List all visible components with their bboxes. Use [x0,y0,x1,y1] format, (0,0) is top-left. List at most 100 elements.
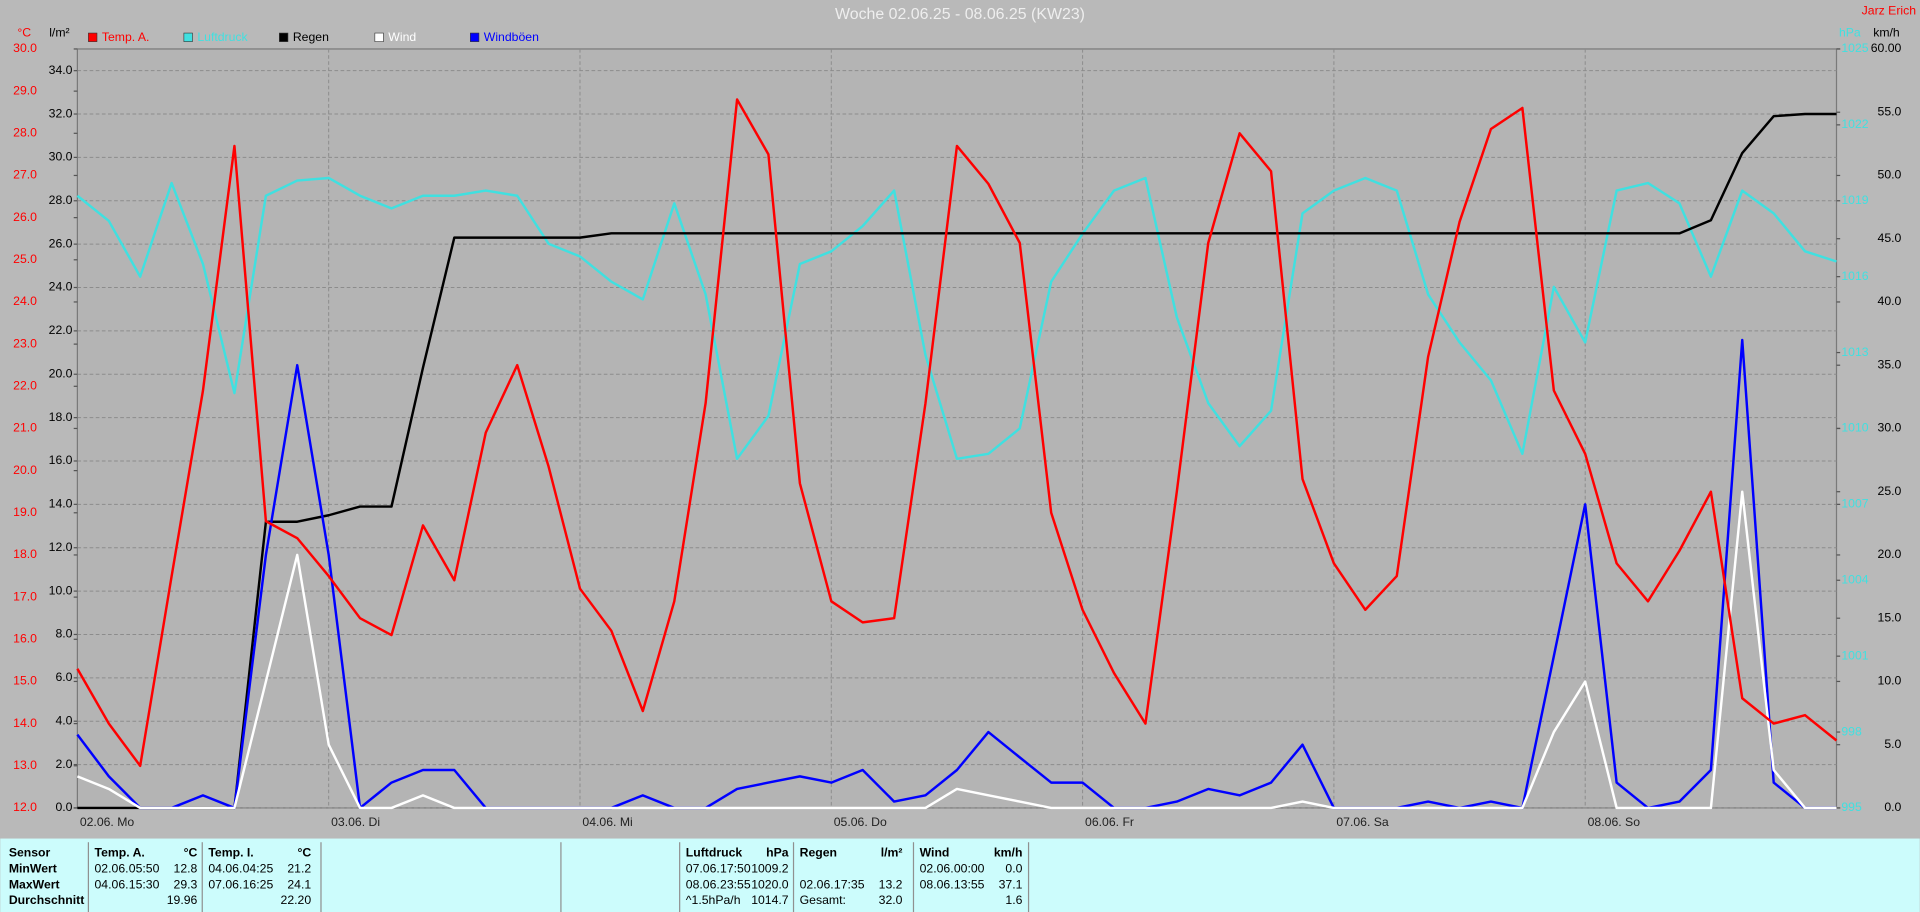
y-axis-unit: °C [17,25,31,39]
y2-tick-label: 30.0 [49,150,73,164]
y2-tick-label: 16.0 [49,453,73,467]
table-header: Sensor [9,845,51,859]
table-background [0,838,1920,912]
cell-time: 17:50 [720,861,751,875]
y-tick-label: 17.0 [13,589,37,603]
y4-tick-label: 1001 [1841,648,1868,662]
stats-table [0,838,1920,912]
cell-value: 0.0 [1005,861,1022,875]
y4-tick-label: 995 [1841,800,1862,814]
series-line [77,112,1837,810]
y-tick-label: 19.0 [13,505,37,519]
x-tick-label: 04.06. Mi [582,815,632,829]
x-tick-label: 07.06. Sa [1336,815,1389,829]
y-tick-label: 23.0 [13,336,37,350]
y-tick-label: 25.0 [13,252,37,266]
cell-label: Gesamt: [800,893,846,907]
cell-value: 1009.2 [751,861,789,875]
y4-tick-label: 998 [1841,724,1862,738]
x-tick-label: 02.06. Mo [80,815,135,829]
y3-tick-label: 60.00 [1871,41,1902,55]
y-tick-label: 13.0 [13,758,37,772]
section-unit: °C [184,845,198,859]
y-tick-label: 20.0 [13,463,37,477]
cell-value: 19.96 [167,893,198,907]
cell-value: 37.1 [999,877,1023,891]
cell-value: 1014.7 [751,893,789,907]
series-line [76,490,1837,810]
y2-tick-label: 10.0 [49,583,73,597]
y2-tick-label: 32.0 [49,106,73,120]
cell-date: 04.06. [95,877,129,891]
legend-swatch [470,32,480,42]
section-unit: km/h [994,845,1023,859]
y-tick-label: 27.0 [13,168,37,182]
y2-tick-label: 24.0 [49,280,73,294]
author: Jarz Erich [1862,3,1917,17]
y3-tick-label: 35.0 [1878,357,1902,371]
cell-time: 17:35 [834,877,865,891]
cell-time: 15:30 [129,877,160,891]
y-tick-label: 22.0 [13,379,37,393]
cell-date: 08.06. [686,877,720,891]
y-tick-label: 15.0 [13,674,37,688]
cell-value: 12.8 [174,861,198,875]
y-tick-label: 21.0 [13,421,37,435]
legend-swatch [183,32,193,42]
y2-tick-label: 14.0 [49,497,73,511]
cell-time: 16:25 [243,877,274,891]
y2-tick-label: 26.0 [49,236,73,250]
cell-value: 22.20 [281,893,312,907]
y4-tick-label: 1007 [1841,497,1868,511]
y4-tick-label: 1022 [1841,117,1868,131]
y2-tick-label: 20.0 [49,366,73,380]
y2-tick-label: 28.0 [49,193,73,207]
section-title: Temp. A. [95,845,145,859]
y2-tick-label: 8.0 [55,627,72,641]
y-tick-label: 26.0 [13,210,37,224]
section-title: Wind [920,845,950,859]
y2-tick-label: 2.0 [55,757,72,771]
cell-date: 02.06. [800,877,834,891]
y4-tick-label: 1013 [1841,345,1868,359]
y2-tick-label: 22.0 [49,323,73,337]
series-line [76,176,1837,461]
y-tick-label: 16.0 [13,632,37,646]
legend-label: Temp. A. [102,30,150,44]
cell-date: 04.06. [208,861,242,875]
plot-area [76,48,1838,809]
y3-tick-label: 0.0 [1884,800,1901,814]
y-tick-label: 14.0 [13,716,37,730]
cell-value: 1.6 [1005,893,1022,907]
legend-swatch [374,32,384,42]
cell-time: 00:00 [954,861,985,875]
table-row-label: Durchschnitt [9,893,84,907]
cell-date: 07.06. [208,877,242,891]
y3-tick-label: 20.0 [1878,547,1902,561]
y-tick-label: 18.0 [13,547,37,561]
y3-tick-label: 40.0 [1878,294,1902,308]
y3-tick-label: 25.0 [1878,484,1902,498]
y3-tick-label: 10.0 [1878,674,1902,688]
legend-label: Luftdruck [197,30,248,44]
chart-title: Woche 02.06.25 - 08.06.25 (KW23) [835,6,1085,23]
legend-swatch [88,32,98,42]
cell-time: 13:55 [954,877,985,891]
cell-time: 04:25 [243,861,274,875]
legend-label: Regen [293,30,329,44]
section-title: Regen [800,845,837,859]
y-tick-label: 12.0 [13,800,37,814]
y2-tick-label: 0.0 [55,800,72,814]
cell-label: ^1.5hPa/h [686,893,741,907]
cell-value: 21.2 [287,861,311,875]
y3-tick-label: 55.0 [1878,104,1902,118]
cell-value: 32.0 [879,893,903,907]
cell-date: 08.06. [920,877,954,891]
cell-time: 05:50 [129,861,160,875]
y2-tick-label: 34.0 [49,63,73,77]
y4-axis-unit: hPa [1839,25,1861,39]
cell-value: 1020.0 [751,877,789,891]
y3-tick-label: 50.0 [1878,168,1902,182]
cell-date: 02.06. [95,861,129,875]
